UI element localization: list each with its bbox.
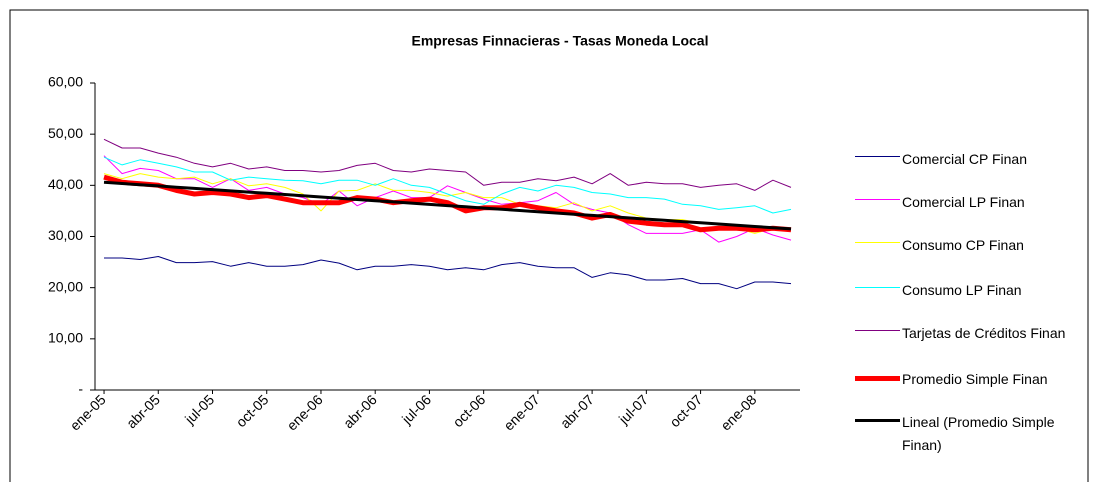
y-tick-label: 50,00	[48, 125, 83, 141]
series-line	[103, 173, 792, 234]
series-line	[103, 138, 792, 191]
series-line	[103, 174, 792, 233]
legend-label: Consumo CP Finan	[902, 237, 1024, 253]
legend-label: Comercial CP Finan	[902, 151, 1028, 167]
y-tick-label: -	[78, 381, 83, 397]
series-line	[104, 256, 792, 290]
legend-label: Comercial LP Finan	[902, 194, 1025, 210]
y-tick-label: 10,00	[48, 330, 83, 346]
legend-label: Consumo LP Finan	[902, 282, 1022, 298]
legend-item: Promedio Simple Finan	[855, 368, 1070, 391]
legend-swatch	[855, 156, 900, 157]
legend-item: Tarjetas de Créditos Finan	[855, 322, 1070, 345]
series-line	[103, 156, 792, 214]
legend-item: Lineal (Promedio Simple Finan)	[855, 411, 1070, 457]
legend-label: Tarjetas de Créditos Finan	[902, 325, 1066, 341]
y-tick-label: 30,00	[48, 227, 83, 243]
chart-title: Empresas Finnacieras - Tasas Moneda Loca…	[412, 33, 709, 49]
series-line	[103, 180, 792, 231]
series-line	[103, 155, 792, 243]
y-tick-label: 60,00	[48, 74, 83, 90]
legend-item: Comercial LP Finan	[855, 191, 1070, 214]
legend-label: Lineal (Promedio Simple Finan)	[902, 414, 1055, 453]
legend-item: Consumo LP Finan	[855, 279, 1070, 302]
legend-swatch	[855, 376, 900, 381]
legend-swatch	[855, 242, 900, 243]
legend-swatch	[855, 419, 900, 422]
y-tick-label: 20,00	[48, 278, 83, 294]
legend-swatch	[855, 330, 900, 331]
legend-swatch	[855, 199, 900, 200]
legend-label: Promedio Simple Finan	[902, 371, 1048, 387]
chart-frame	[9, 9, 1089, 482]
y-tick-label: 40,00	[48, 176, 83, 192]
legend-item: Consumo CP Finan	[855, 234, 1070, 257]
legend-item: Comercial CP Finan	[855, 148, 1070, 171]
legend-swatch	[855, 287, 900, 288]
